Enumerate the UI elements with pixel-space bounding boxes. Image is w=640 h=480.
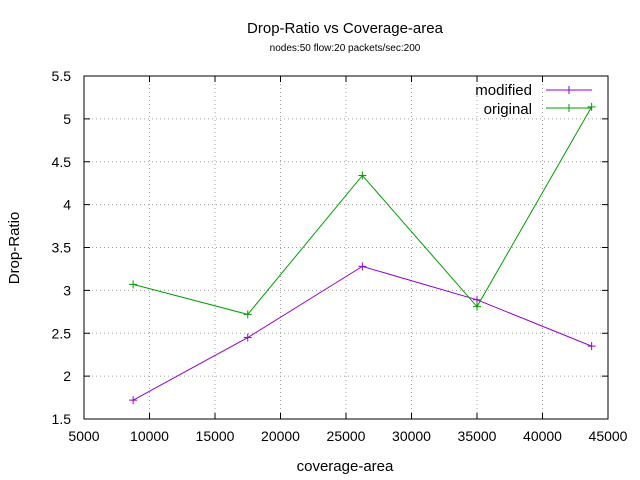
x-tick-label: 40000	[523, 428, 562, 444]
y-tick-label: 1.5	[52, 411, 72, 427]
chart-title: Drop-Ratio vs Coverage-area	[247, 20, 444, 37]
data-point-modified	[243, 333, 252, 342]
data-point-modified	[129, 396, 138, 405]
data-point-original	[587, 102, 596, 111]
x-axis-label: coverage-area	[297, 458, 394, 475]
data-point-original	[473, 302, 481, 311]
plot-frame	[83, 75, 609, 420]
data-point-original	[358, 171, 367, 180]
x-tick-label: 30000	[392, 428, 431, 444]
y-tick-label: 2.5	[52, 325, 72, 341]
y-tick-label: 3.5	[52, 240, 72, 256]
y-tick-label: 4.5	[52, 154, 72, 170]
legend-label-modified: modified	[475, 82, 532, 99]
legend-marker-original	[565, 104, 573, 112]
y-tick-label: 4	[63, 197, 71, 213]
data-point-modified	[473, 295, 481, 304]
y-tick-label: 5	[63, 111, 71, 127]
grid-lines	[84, 76, 608, 419]
data-series	[129, 102, 596, 405]
series-original	[129, 102, 596, 319]
x-tick-label: 20000	[261, 428, 300, 444]
y-axis-label: Drop-Ratio	[6, 212, 23, 285]
chart-subtitle: nodes:50 flow:20 packets/sec:200	[270, 43, 421, 54]
data-point-modified	[358, 262, 367, 271]
series-modified	[129, 262, 596, 405]
y-tick-label: 3	[63, 282, 71, 298]
y-tick-label: 5.5	[52, 68, 72, 84]
x-tick-label: 25000	[327, 428, 366, 444]
data-point-original	[129, 280, 138, 289]
y-tick-label: 2	[63, 368, 71, 384]
x-tick-label: 5000	[68, 428, 99, 444]
x-tick-label: 45000	[589, 428, 628, 444]
axis-ticks: 5000 10000 15000 20000 25000 30000 35000 40000 4…	[52, 68, 628, 444]
data-point-original	[243, 310, 252, 319]
x-tick-label: 15000	[196, 428, 235, 444]
x-tick-label: 10000	[130, 428, 169, 444]
data-point-modified	[587, 342, 596, 351]
legend-marker-modified	[565, 86, 573, 94]
legend-label-original: original	[484, 101, 532, 118]
legend: modified original	[475, 82, 592, 118]
x-tick-label: 35000	[458, 428, 497, 444]
